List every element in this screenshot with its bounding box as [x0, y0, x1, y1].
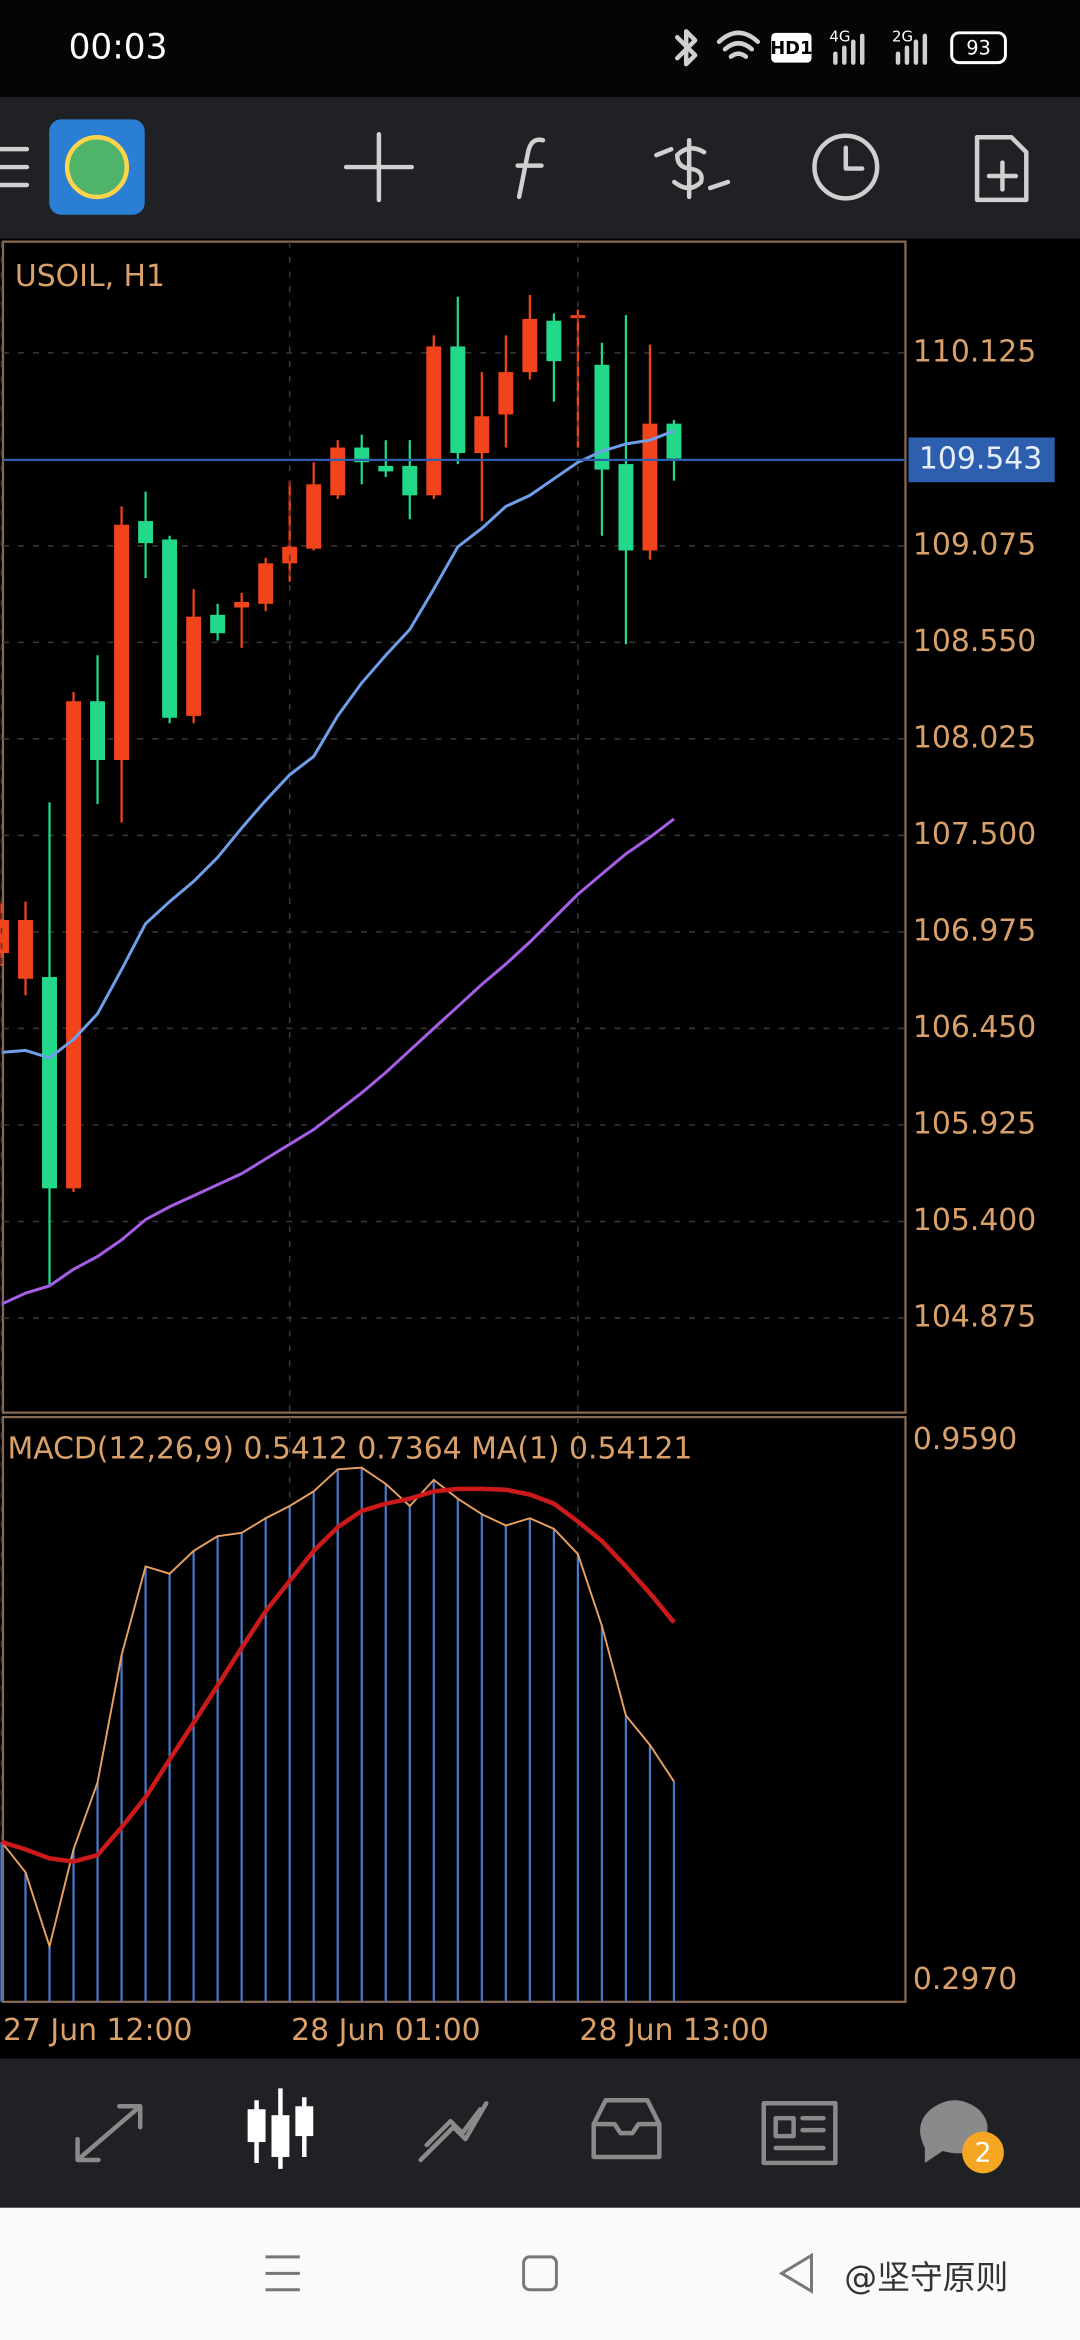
current-price-label: 109.543	[919, 441, 1042, 476]
chat-badge-count: 2	[974, 2137, 991, 2168]
candle-body	[114, 524, 130, 761]
candle-body	[18, 919, 33, 979]
menu-button[interactable]	[0, 146, 30, 188]
clock-hands	[843, 145, 865, 171]
candle-body	[474, 416, 490, 454]
network-label: 4G	[829, 27, 850, 45]
y-tick-label: 106.450	[913, 1010, 1036, 1045]
back-button[interactable]	[778, 2252, 813, 2294]
candle-body	[186, 616, 202, 716]
bluetooth-icon	[675, 29, 698, 67]
new-order-button[interactable]	[974, 134, 1029, 203]
moving-average-line	[1, 429, 675, 1060]
status-bar	[0, 0, 1080, 97]
y-tick-label: 107.500	[913, 817, 1036, 852]
trade-button[interactable]	[654, 137, 731, 200]
watermark: @坚守原则	[844, 2259, 1008, 2297]
chart-tab-candle	[295, 2106, 314, 2137]
histogram-outline	[0, 1466, 675, 1950]
candle-body	[330, 447, 346, 496]
current-price-box	[908, 437, 1055, 483]
candle-body	[138, 521, 154, 544]
candle-body	[162, 539, 178, 718]
candle-body	[354, 447, 370, 463]
candle-body	[90, 701, 106, 761]
period-button[interactable]	[812, 133, 880, 201]
y-tick-label: 104.875	[913, 1299, 1036, 1334]
candle-body	[234, 601, 250, 608]
history-tab[interactable]	[591, 2098, 662, 2160]
moving-average-line	[0, 817, 675, 1306]
macd-panel	[1, 1415, 907, 2003]
candle-body	[0, 919, 9, 954]
toolbar	[0, 96, 1080, 239]
y-tick-label: 108.550	[913, 624, 1036, 659]
news-tab[interactable]	[761, 2101, 838, 2166]
y-tick-label: 0.9590	[913, 1422, 1017, 1457]
system-nav	[0, 2207, 1080, 2340]
battery-icon	[950, 31, 1007, 65]
y-tick-label: 105.925	[913, 1106, 1036, 1141]
x-tick-label: 28 Jun 01:00	[291, 2013, 481, 2048]
hd-badge	[771, 32, 812, 63]
candle-body	[498, 372, 514, 415]
y-tick-label: 109.075	[913, 527, 1036, 562]
candle-body	[426, 346, 442, 496]
candle-body	[42, 976, 57, 1189]
quotes-tab[interactable]	[75, 2104, 143, 2163]
wifi-icon	[716, 30, 761, 59]
recents-button[interactable]	[265, 2255, 300, 2292]
chart-title: USOIL, H1	[15, 259, 165, 294]
x-tick-label: 27 Jun 12:00	[3, 2013, 193, 2048]
signal-icon	[833, 33, 865, 65]
y-tick-label: 108.025	[913, 720, 1036, 755]
y-tick-label: 110.125	[913, 334, 1036, 369]
candle-body	[666, 423, 682, 459]
signal-icon	[895, 33, 928, 65]
candle-body	[618, 464, 634, 551]
candle-body	[402, 465, 418, 496]
chart-layer: 110.125 109.075 108.550 108.025 107.500 106.9…	[0, 241, 1055, 2048]
candle-body	[210, 614, 226, 634]
y-tick-label: 0.2970	[913, 1962, 1017, 1997]
trade-tab[interactable]	[418, 2101, 489, 2163]
clock: 00:03	[69, 28, 168, 68]
app-logo-globe	[64, 134, 130, 200]
indicator-title: MACD(12,26,9) 0.5412 0.7364 MA(1) 0.5412…	[7, 1431, 692, 1466]
chart-tab-candle	[247, 2109, 266, 2143]
candle-body	[66, 701, 81, 1189]
chart-tab-candle	[271, 2115, 290, 2157]
candle-body	[306, 484, 322, 549]
candle-body	[522, 318, 538, 373]
candle-body	[594, 364, 610, 470]
candle-body	[546, 320, 562, 362]
hd-label: HD1	[770, 38, 812, 59]
x-tick-label: 28 Jun 13:00	[579, 2013, 769, 2048]
signal-line	[0, 1486, 676, 1864]
indicators-button[interactable]	[515, 137, 546, 200]
crosshair-button[interactable]	[343, 132, 414, 203]
bottom-nav	[0, 2058, 1080, 2208]
y-tick-label: 106.975	[913, 913, 1036, 948]
candle-body	[378, 465, 394, 472]
candle-body	[642, 423, 658, 551]
battery-level: 93	[966, 37, 991, 60]
network-label: 2G	[892, 27, 913, 45]
y-tick-label: 105.400	[913, 1203, 1036, 1238]
chat-badge	[962, 2131, 1004, 2174]
home-button[interactable]	[522, 2255, 558, 2292]
candle-body	[450, 346, 466, 454]
candle-body	[258, 563, 274, 604]
